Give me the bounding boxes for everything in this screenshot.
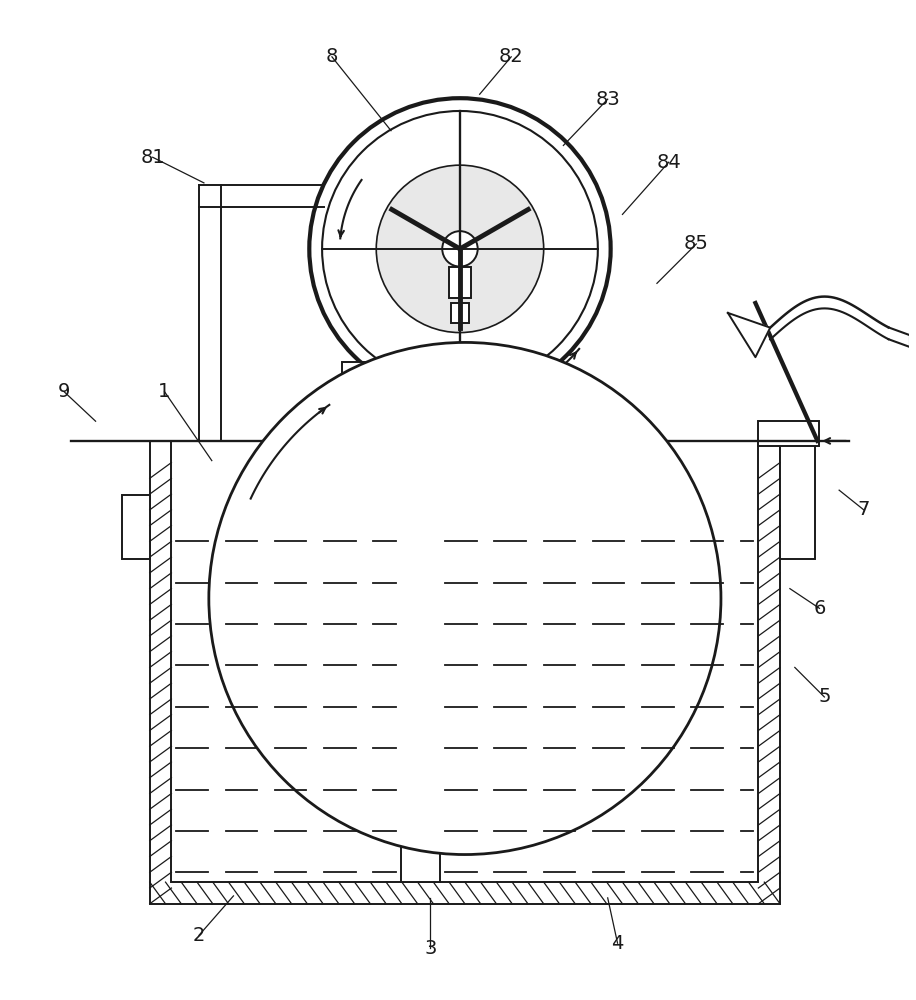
- Text: 3: 3: [424, 939, 437, 958]
- Text: 5: 5: [818, 687, 831, 706]
- Polygon shape: [728, 313, 770, 357]
- Bar: [171, 441, 758, 882]
- Bar: [780, 441, 814, 559]
- Bar: [342, 362, 441, 441]
- Text: 1: 1: [158, 382, 170, 401]
- Bar: [449, 267, 471, 298]
- Bar: [451, 303, 469, 323]
- Circle shape: [376, 165, 544, 333]
- Text: 9: 9: [58, 382, 71, 401]
- Text: 81: 81: [140, 148, 165, 167]
- Bar: [758, 421, 820, 446]
- Text: 83: 83: [595, 90, 620, 109]
- Circle shape: [443, 374, 502, 433]
- Bar: [149, 441, 780, 904]
- Circle shape: [322, 111, 598, 387]
- Bar: [122, 495, 149, 559]
- Bar: [401, 441, 441, 882]
- Text: 7: 7: [857, 500, 870, 519]
- Text: 6: 6: [813, 599, 825, 618]
- Circle shape: [442, 231, 478, 267]
- Text: 85: 85: [684, 234, 709, 253]
- Text: 8: 8: [326, 47, 338, 66]
- Text: 84: 84: [657, 153, 682, 172]
- Text: 4: 4: [611, 934, 624, 953]
- Text: 2: 2: [192, 926, 205, 945]
- Text: 82: 82: [499, 47, 524, 66]
- Circle shape: [209, 342, 721, 855]
